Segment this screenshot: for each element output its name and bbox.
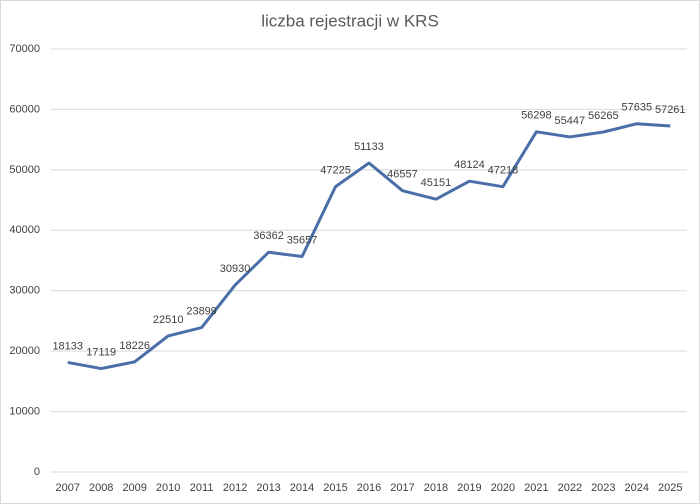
x-tick-label: 2008 xyxy=(89,482,113,494)
y-tick-label: 60000 xyxy=(9,103,40,115)
y-tick-label: 40000 xyxy=(9,224,40,236)
y-tick-label: 30000 xyxy=(9,285,40,297)
x-tick-label: 2024 xyxy=(625,482,649,494)
y-tick-label: 70000 xyxy=(9,43,40,55)
x-tick-label: 2019 xyxy=(457,482,481,494)
data-line xyxy=(67,122,671,371)
y-tick-label: 10000 xyxy=(9,405,40,417)
x-tick-label: 2010 xyxy=(156,482,180,494)
data-label: 56265 xyxy=(588,110,619,122)
data-label: 55447 xyxy=(555,115,586,127)
data-label: 22510 xyxy=(153,314,184,326)
data-label: 35657 xyxy=(287,234,318,246)
x-tick-label: 2014 xyxy=(290,482,314,494)
x-tick-label: 2015 xyxy=(323,482,347,494)
data-label: 45151 xyxy=(421,177,452,189)
x-tick-label: 2020 xyxy=(491,482,515,494)
data-label: 56298 xyxy=(521,110,552,122)
chart-title: liczba rejestracji w KRS xyxy=(261,11,439,30)
data-label: 17119 xyxy=(86,346,116,358)
x-tick-label: 2012 xyxy=(223,482,247,494)
data-label: 46557 xyxy=(387,169,418,181)
data-label: 23899 xyxy=(186,305,217,317)
y-tick-label: 0 xyxy=(34,466,40,478)
x-tick-label: 2018 xyxy=(424,482,448,494)
data-label: 30930 xyxy=(220,263,251,275)
x-tick-label: 2016 xyxy=(357,482,381,494)
x-tick-label: 2022 xyxy=(558,482,582,494)
data-label: 18226 xyxy=(119,340,150,352)
data-label: 18133 xyxy=(52,340,83,352)
x-tick-label: 2009 xyxy=(122,482,146,494)
data-label: 51133 xyxy=(354,141,384,153)
x-tick-label: 2011 xyxy=(190,482,214,494)
y-tick-label: 20000 xyxy=(9,345,40,357)
data-label: 47218 xyxy=(488,165,519,177)
x-tick-label: 2023 xyxy=(591,482,615,494)
x-tick-label: 2025 xyxy=(658,482,682,494)
data-label: 47225 xyxy=(320,165,351,177)
data-label: 48124 xyxy=(454,159,485,171)
x-tick-label: 2021 xyxy=(524,482,548,494)
data-label: 57635 xyxy=(621,102,652,114)
x-tick-label: 2007 xyxy=(55,482,79,494)
x-tick-label: 2017 xyxy=(390,482,414,494)
data-label: 36362 xyxy=(253,230,284,242)
y-tick-label: 50000 xyxy=(9,164,40,176)
data-label: 57261 xyxy=(655,104,686,116)
x-tick-label: 2013 xyxy=(256,482,280,494)
